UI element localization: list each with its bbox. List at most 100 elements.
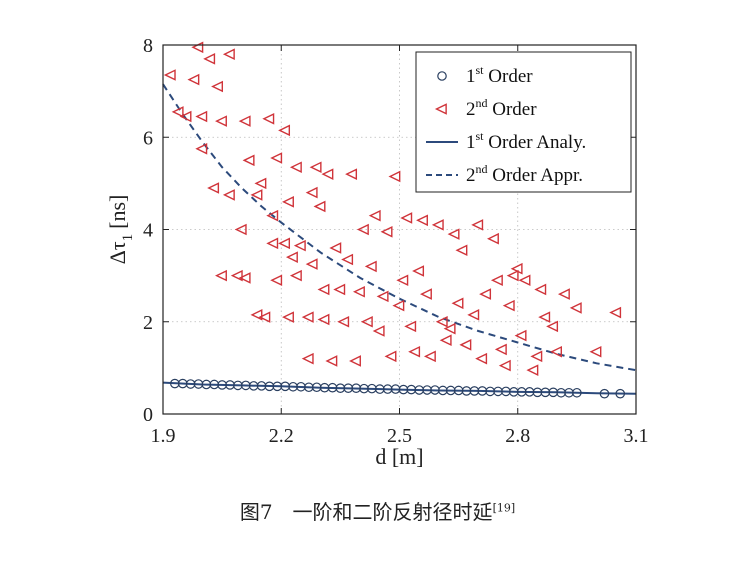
figure-caption: 图7 一阶和二阶反射径时延[19] [0, 496, 755, 525]
point-second-order [530, 350, 543, 363]
point-second-order [282, 311, 294, 323]
x-tick-label: 2.8 [505, 425, 530, 447]
point-second-order [459, 339, 472, 351]
point-second-order [447, 228, 460, 240]
point-second-order [301, 352, 314, 365]
point-second-order [215, 269, 227, 282]
point-second-order [360, 315, 373, 328]
x-tick-label: 2.5 [387, 425, 412, 447]
point-second-order [372, 325, 385, 337]
point-second-order [368, 209, 381, 222]
point-second-order [234, 223, 247, 236]
point-second-order [498, 359, 511, 372]
point-second-order [262, 113, 275, 125]
point-second-order [510, 262, 523, 275]
point-second-order [506, 269, 519, 282]
point-second-order [250, 189, 263, 201]
point-second-order [285, 251, 298, 263]
point-second-order [408, 345, 421, 358]
point-second-order [238, 115, 251, 127]
point-second-order [266, 209, 279, 222]
point-second-order [569, 302, 582, 314]
axis-ticks [162, 44, 637, 415]
point-second-order [479, 288, 492, 300]
point-second-order [222, 189, 235, 201]
point-second-order [187, 73, 200, 86]
point-second-order [195, 142, 208, 155]
point-second-order [333, 283, 346, 296]
point-second-order [435, 315, 448, 328]
point-second-order [396, 274, 409, 287]
point-second-order [278, 237, 291, 250]
point-second-order [238, 272, 251, 284]
point-second-order [455, 244, 468, 257]
point-second-order [289, 161, 302, 174]
point-second-order [242, 154, 255, 167]
figure-caption-text: 图7 一阶和二阶反射径时延 [239, 500, 493, 524]
series-second-order [163, 41, 622, 376]
point-second-order [278, 124, 291, 137]
point-second-order [380, 226, 393, 238]
point-second-order [518, 274, 531, 287]
chart-svg: 1.9 2.2 2.5 2.8 3.1 0 2 4 6 8 d [m] Δτ1 [ns] 1st … [105, 35, 649, 469]
y-axis-label-unit: [ns] [105, 195, 130, 229]
series-second-order-approx [162, 83, 637, 372]
point-second-order [215, 115, 227, 127]
legend-marker-first-order [437, 71, 447, 81]
legend-label: 2nd Order Appr. [466, 162, 583, 186]
point-second-order [305, 186, 318, 199]
y-tick-label: 6 [143, 127, 153, 149]
point-second-order [317, 313, 330, 326]
point-second-order [282, 196, 294, 208]
point-second-order [451, 297, 464, 310]
point-second-order [550, 345, 562, 358]
x-tick-labels: 1.9 2.2 2.5 2.8 3.1 [151, 425, 649, 447]
legend-marker-second-order [434, 103, 447, 115]
figure-caption-ref: [19] [492, 501, 516, 515]
point-second-order [337, 315, 350, 328]
y-tick-labels: 0 2 4 6 8 [143, 35, 153, 426]
point-second-order [526, 364, 539, 376]
y-axis-label-symbol: Δτ [105, 241, 130, 264]
point-first-order [615, 388, 626, 399]
y-tick-label: 0 [143, 404, 153, 426]
point-second-order [514, 329, 527, 342]
point-second-order [546, 320, 559, 333]
point-second-order [230, 269, 243, 282]
series-first-order [170, 378, 626, 399]
point-second-order [191, 41, 204, 54]
point-second-order [400, 212, 413, 224]
point-second-order [431, 219, 444, 231]
point-second-order [412, 265, 425, 277]
y-axis-label-subscript: 1 [120, 234, 136, 242]
point-second-order [309, 161, 322, 174]
point-second-order [222, 48, 235, 61]
y-tick-label: 4 [143, 220, 153, 242]
point-second-order [475, 352, 488, 365]
point-second-order [423, 350, 436, 363]
line-second-order-approx [162, 83, 637, 372]
point-second-order [419, 288, 432, 300]
point-first-order [599, 388, 610, 399]
point-second-order [609, 306, 622, 319]
point-second-order [163, 69, 176, 81]
point-second-order [293, 239, 306, 252]
point-second-order [352, 285, 365, 298]
point-second-order [317, 283, 330, 296]
point-second-order [384, 350, 397, 363]
legend-label: 2nd Order [466, 96, 537, 120]
point-second-order [388, 170, 401, 183]
point-second-order [502, 299, 515, 312]
point-second-order [301, 311, 314, 323]
x-tick-label: 1.9 [151, 425, 176, 447]
point-second-order [557, 288, 570, 300]
point-second-order [329, 242, 342, 254]
point-second-order [364, 260, 377, 273]
point-second-order [254, 177, 267, 190]
y-tick-label: 2 [143, 312, 153, 334]
point-second-order [325, 355, 338, 367]
point-second-order [471, 219, 484, 231]
point-second-order [195, 110, 208, 123]
y-tick-label: 8 [143, 35, 153, 57]
point-second-order [490, 274, 503, 287]
